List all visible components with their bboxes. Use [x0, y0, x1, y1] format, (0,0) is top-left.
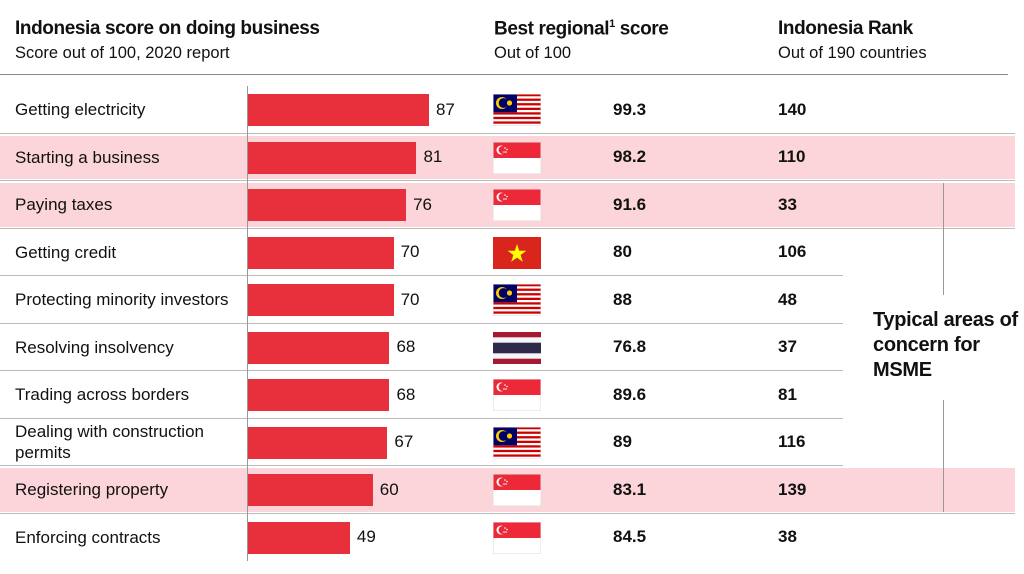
best-regional-score: 83.1 — [613, 479, 647, 499]
bracket-line-top — [943, 183, 944, 295]
table-row: Protecting minority investors 70 88 48 — [0, 276, 1015, 324]
row-divider — [0, 370, 843, 371]
header-divider — [0, 74, 1008, 75]
best-regional-score: 88 — [613, 289, 632, 309]
score-bar — [248, 521, 350, 554]
category-label: Resolving insolvency — [15, 337, 174, 357]
best-regional-score: 76.8 — [613, 337, 647, 357]
row-divider — [0, 132, 1015, 134]
score-value: 68 — [396, 384, 416, 404]
best-score-header: Best regional1 score — [494, 18, 669, 40]
category-label: Protecting minority investors — [15, 290, 229, 310]
score-bar — [248, 426, 388, 459]
table-row: Enforcing contracts 49 84.5 38 — [0, 514, 1015, 562]
indonesia-rank: 81 — [778, 384, 797, 404]
score-value: 70 — [400, 242, 420, 262]
table-row: Registering property 60 83.1 139 — [0, 466, 1015, 514]
score-bar — [248, 94, 429, 126]
best-title-end: score — [614, 18, 669, 40]
row-divider — [0, 465, 843, 466]
vietnam-flag-icon — [493, 236, 541, 269]
malaysia-flag-icon — [492, 283, 542, 317]
score-bar — [248, 474, 373, 506]
score-value: 81 — [423, 147, 443, 167]
category-label: Starting a business — [15, 147, 160, 167]
score-bar — [248, 379, 390, 411]
score-value: 49 — [356, 527, 376, 547]
table-row: Trading across borders 68 89.6 81 — [0, 371, 1015, 419]
thailand-flag-icon — [493, 331, 541, 364]
score-bar — [248, 236, 394, 269]
best-title: Best regional — [494, 18, 610, 40]
score-value: 87 — [435, 99, 455, 119]
row-divider — [0, 275, 843, 276]
singapore-flag-icon — [492, 473, 542, 507]
indonesia-rank: 33 — [778, 194, 797, 214]
rank-subheader: Out of 190 countries — [778, 44, 927, 62]
best-regional-score: 91.6 — [613, 194, 647, 214]
malaysia-flag-icon — [492, 93, 542, 127]
chart-subtitle: Score out of 100, 2020 report — [15, 44, 230, 62]
table-row: Getting credit 70 80 106 — [0, 229, 1015, 276]
score-value: 67 — [394, 432, 414, 452]
indonesia-rank: 110 — [778, 147, 806, 167]
chart-title: Indonesia score on doing business — [15, 18, 320, 39]
category-label: Enforcing contracts — [15, 527, 161, 547]
table-row: Paying taxes 76 91.6 33 — [0, 181, 1015, 229]
best-regional-score: 84.5 — [613, 527, 647, 547]
table-row: Resolving insolvency 68 76.8 37 — [0, 324, 1015, 371]
best-regional-score: 89.6 — [613, 384, 647, 404]
rank-header: Indonesia Rank — [778, 18, 913, 39]
best-regional-score: 98.2 — [613, 147, 647, 167]
category-label: Registering property — [15, 480, 169, 500]
annotation-text: Typical areas of concern for MSME — [873, 309, 1018, 381]
category-label: Dealing with construction permits — [15, 422, 204, 463]
row-divider — [0, 227, 1015, 229]
best-score-subheader: Out of 100 — [494, 44, 572, 62]
score-bar — [248, 189, 407, 221]
indonesia-rank: 139 — [778, 479, 807, 499]
indonesia-rank: 116 — [778, 432, 806, 452]
indonesia-rank: 140 — [778, 99, 807, 119]
score-value: 70 — [400, 289, 420, 309]
bracket-line-bottom — [943, 400, 944, 512]
singapore-flag-icon — [492, 378, 542, 412]
singapore-flag-icon — [492, 188, 542, 222]
singapore-flag-icon — [492, 141, 542, 174]
indonesia-rank: 48 — [778, 289, 797, 309]
msme-annotation: Typical areas of concern for MSME — [873, 308, 1018, 383]
table-row: Starting a business 81 98.2 110 — [0, 134, 1015, 181]
best-regional-score: 89 — [613, 432, 632, 452]
footnote-mark: 1 — [609, 18, 615, 30]
bar-axis — [247, 86, 248, 561]
row-divider — [0, 322, 843, 324]
score-bar — [248, 284, 394, 316]
malaysia-flag-icon — [492, 426, 542, 459]
row-divider — [0, 512, 1015, 514]
indonesia-rank: 38 — [778, 527, 797, 547]
category-label: Paying taxes — [15, 195, 113, 215]
score-bar — [248, 141, 417, 174]
table-row: Getting electricity 87 99.3 140 — [0, 86, 1015, 134]
score-value: 76 — [413, 194, 432, 214]
category-label: Getting credit — [15, 242, 117, 262]
indonesia-rank: 37 — [778, 337, 797, 357]
category-label: Getting electricity — [15, 100, 146, 120]
indonesia-rank: 106 — [778, 242, 807, 262]
table-row: Dealing with construction permits 67 89 … — [0, 419, 1015, 466]
best-regional-score: 99.3 — [613, 99, 647, 119]
row-divider — [0, 180, 1015, 181]
row-divider — [0, 417, 843, 419]
singapore-flag-icon — [492, 521, 542, 554]
score-value: 68 — [396, 337, 416, 357]
score-bar — [248, 331, 390, 364]
category-label: Trading across borders — [15, 385, 190, 405]
best-regional-score: 80 — [613, 242, 632, 262]
score-value: 60 — [379, 479, 399, 499]
